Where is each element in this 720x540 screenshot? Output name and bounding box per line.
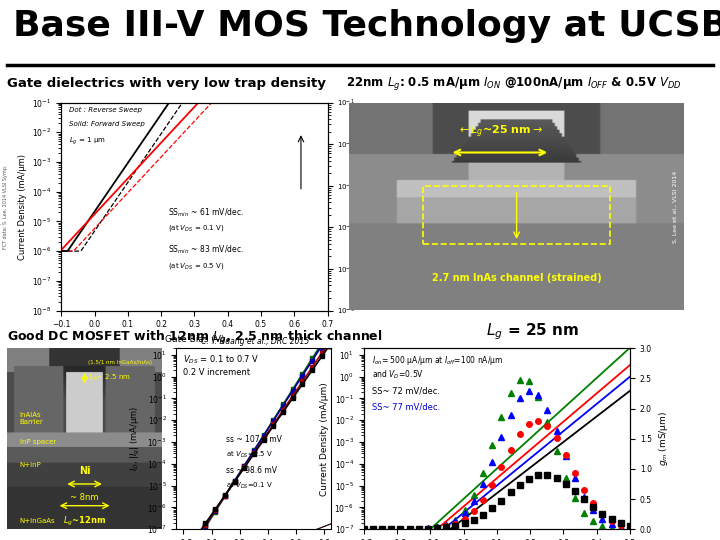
- Text: $t_{ch}$~ 2.5 nm: $t_{ch}$~ 2.5 nm: [88, 372, 130, 383]
- Text: S. Lee et al., VLSI 2014: S. Lee et al., VLSI 2014: [672, 171, 678, 242]
- Text: ss ~ 107.5 mV: ss ~ 107.5 mV: [226, 435, 282, 444]
- Text: InAlAs
Barrier: InAlAs Barrier: [19, 411, 43, 424]
- Text: $L_g$ = 25 nm: $L_g$ = 25 nm: [486, 322, 580, 342]
- Text: N+InP: N+InP: [19, 462, 41, 468]
- Bar: [423, 186, 611, 244]
- Text: SS~ 72 mV/dec.: SS~ 72 mV/dec.: [372, 386, 440, 395]
- Text: Gate dielectrics with very low trap density: Gate dielectrics with very low trap dens…: [7, 77, 326, 90]
- Text: 2.7 nm InAs channel (strained): 2.7 nm InAs channel (strained): [432, 273, 601, 283]
- Text: $\leftarrow$$L_g$~25 nm$\rightarrow$: $\leftarrow$$L_g$~25 nm$\rightarrow$: [456, 124, 543, 140]
- Text: ~ 8nm: ~ 8nm: [71, 493, 99, 502]
- Text: SS$_{min}$ ~ 83 mV/dec.: SS$_{min}$ ~ 83 mV/dec.: [168, 244, 244, 256]
- Text: InP spacer: InP spacer: [19, 438, 55, 445]
- Text: and $V_D$=0.5V: and $V_D$=0.5V: [372, 368, 423, 381]
- Text: $L_g$~12nm: $L_g$~12nm: [63, 515, 107, 528]
- Text: $V_{DS}$ = 0.1 to 0.7 V: $V_{DS}$ = 0.1 to 0.7 V: [183, 354, 259, 366]
- Text: at $V_{DS}$=0.5 V: at $V_{DS}$=0.5 V: [226, 450, 273, 460]
- Text: Dot : Reverse Sweep: Dot : Reverse Sweep: [69, 107, 142, 113]
- Text: (1.5/1 nm InGaAs/InAs): (1.5/1 nm InGaAs/InAs): [88, 360, 152, 365]
- Text: C. Y. Huang et al., DRC 2015: C. Y. Huang et al., DRC 2015: [202, 336, 310, 346]
- Text: SS~ 77 mV/dec.: SS~ 77 mV/dec.: [372, 403, 440, 411]
- Text: 0.2 V increment: 0.2 V increment: [183, 368, 250, 377]
- Y-axis label: |Gate Leakage| (A/cm²): |Gate Leakage| (A/cm²): [361, 162, 370, 251]
- Text: N+InGaAs: N+InGaAs: [19, 518, 55, 524]
- Y-axis label: Current Density (mA/µm): Current Density (mA/µm): [320, 382, 329, 496]
- Text: Base III-V MOS Technology at UCSB: Base III-V MOS Technology at UCSB: [13, 9, 720, 43]
- Text: Good DC MOSFET with 12nm $L_g$, 2.5 nm thick channel: Good DC MOSFET with 12nm $L_g$, 2.5 nm t…: [7, 329, 383, 347]
- Text: $L_g$ = 1 µm: $L_g$ = 1 µm: [69, 136, 106, 147]
- Text: ss ~ 98.6 mV: ss ~ 98.6 mV: [226, 466, 277, 475]
- Y-axis label: Current Density (mA/μm): Current Density (mA/μm): [17, 153, 27, 260]
- Text: at $V_{DS}$=0.1 V: at $V_{DS}$=0.1 V: [226, 481, 273, 490]
- Text: SS$_{min}$ ~ 61 mV/dec.: SS$_{min}$ ~ 61 mV/dec.: [168, 206, 244, 219]
- Text: Ni: Ni: [78, 467, 91, 476]
- Y-axis label: $g_m$ (mS/µm): $g_m$ (mS/µm): [657, 411, 670, 467]
- Text: 22nm $L_g$: 0.5 mA/μm $I_{ON}$ @100nA/μm $I_{OFF}$ & 0.5V $V_{DD}$: 22nm $L_g$: 0.5 mA/μm $I_{ON}$ @100nA/μm…: [346, 75, 681, 92]
- Text: V. Chobpattana, S. Stemmer r
FCT data: S. Lee, 2014 VLSI Symp.: V. Chobpattana, S. Stemmer r FCT data: S…: [0, 164, 8, 249]
- X-axis label: Gate Bias (V): Gate Bias (V): [165, 335, 224, 344]
- Y-axis label: $I_D$, $|I_g|$ (mA/µm): $I_D$, $|I_g|$ (mA/µm): [129, 406, 142, 471]
- Text: (at $V_{DS}$ = 0.5 V): (at $V_{DS}$ = 0.5 V): [168, 261, 224, 271]
- Text: Solid: Forward Sweep: Solid: Forward Sweep: [69, 122, 145, 127]
- Text: (at $V_{DS}$ = 0.1 V): (at $V_{DS}$ = 0.1 V): [168, 223, 224, 233]
- Text: $I_{on}$= 500 µA/µm at $I_{off}$=100 nA/µm: $I_{on}$= 500 µA/µm at $I_{off}$=100 nA/…: [372, 354, 503, 367]
